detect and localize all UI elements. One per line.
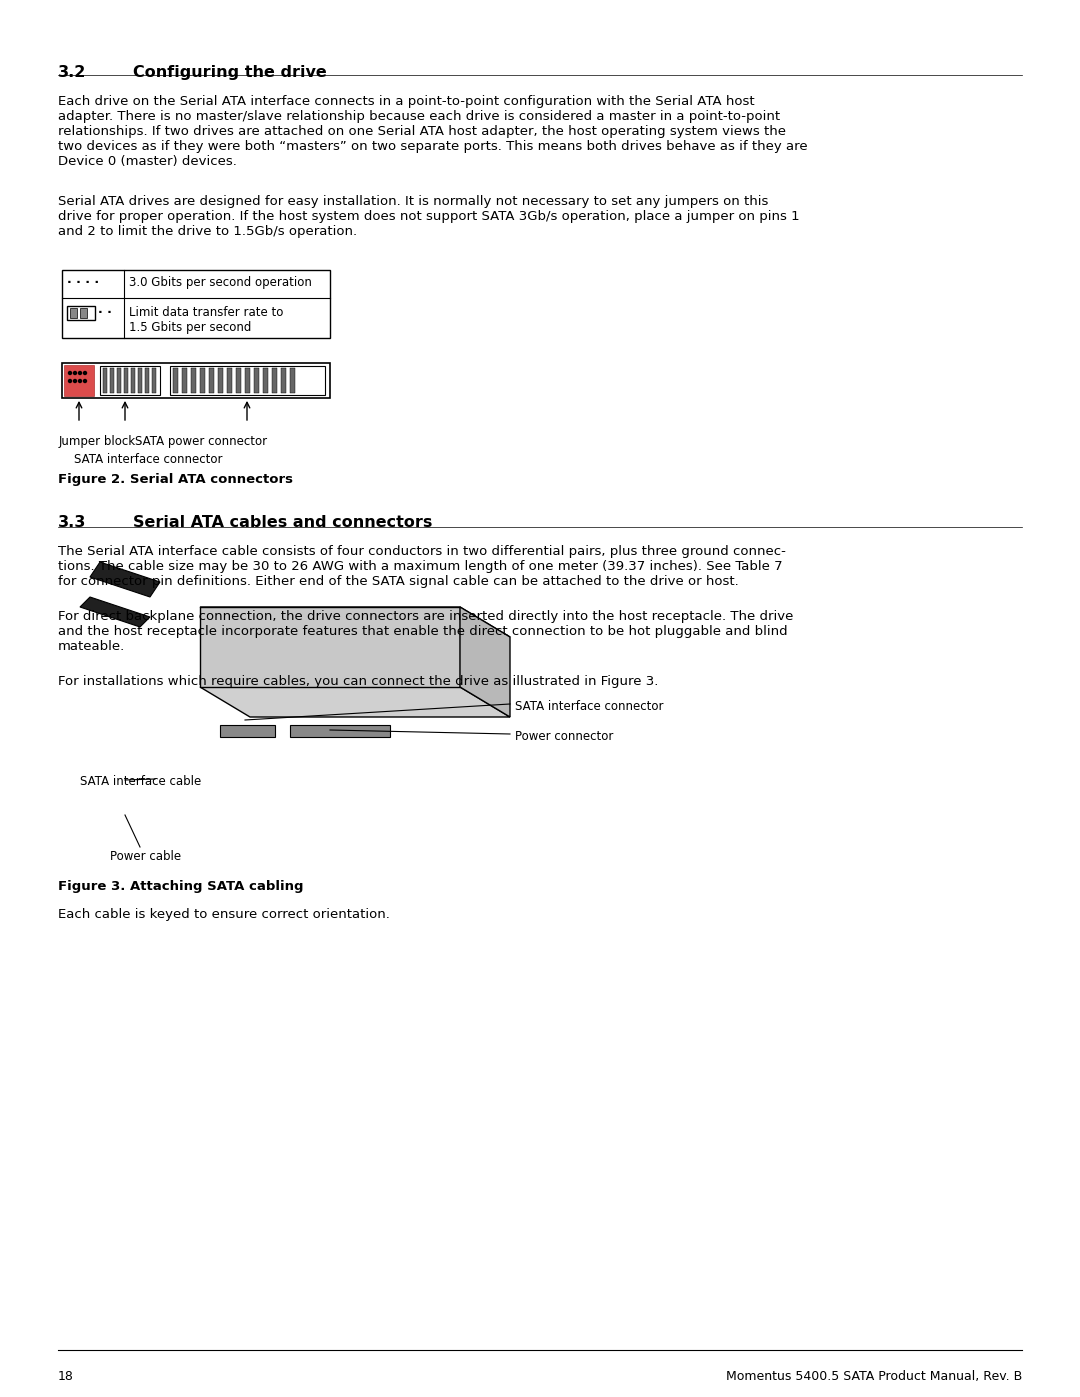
Bar (218, 367, 222, 393)
Text: For installations which require cables, you can connect the drive as illustrated: For installations which require cables, … (58, 675, 659, 687)
Bar (245, 367, 249, 393)
Bar (291, 725, 390, 738)
Bar (100, 366, 160, 395)
Bar (67, 306, 95, 320)
Text: 3.0 Gbits per second operation: 3.0 Gbits per second operation (129, 277, 312, 289)
Circle shape (68, 372, 71, 374)
Circle shape (79, 380, 81, 383)
Text: Power connector: Power connector (515, 731, 613, 743)
Circle shape (79, 372, 81, 374)
Bar (70, 307, 77, 319)
Text: Momentus 5400.5 SATA Product Manual, Rev. B: Momentus 5400.5 SATA Product Manual, Rev… (726, 1370, 1022, 1383)
Polygon shape (200, 608, 460, 687)
Bar (152, 367, 156, 393)
Bar (138, 367, 141, 393)
Text: Limit data transfer rate to
1.5 Gbits per second: Limit data transfer rate to 1.5 Gbits pe… (129, 306, 283, 334)
Text: SATA interface connector: SATA interface connector (75, 453, 222, 467)
Bar (117, 367, 121, 393)
Text: SATA interface cable: SATA interface cable (80, 775, 201, 788)
Text: Power cable: Power cable (110, 849, 181, 863)
Bar (183, 367, 187, 393)
Text: Serial ATA cables and connectors: Serial ATA cables and connectors (133, 515, 432, 529)
Bar (200, 367, 205, 393)
Text: Figure 2. Serial ATA connectors: Figure 2. Serial ATA connectors (58, 474, 293, 486)
Text: · ·: · · (98, 306, 112, 319)
Text: 3.3: 3.3 (58, 515, 86, 529)
Bar (62, 270, 330, 338)
Text: The Serial ATA interface cable consists of four conductors in two differential p: The Serial ATA interface cable consists … (58, 545, 786, 588)
Bar (254, 367, 259, 393)
Bar (272, 367, 276, 393)
Bar (80, 307, 87, 319)
Circle shape (83, 372, 86, 374)
Bar (227, 367, 232, 393)
Text: SATA interface connector: SATA interface connector (515, 700, 663, 712)
Circle shape (73, 372, 77, 374)
Bar (103, 367, 107, 393)
Bar (220, 725, 275, 738)
Bar (110, 367, 114, 393)
Polygon shape (200, 608, 510, 637)
Polygon shape (200, 687, 510, 717)
Text: Each cable is keyed to ensure correct orientation.: Each cable is keyed to ensure correct or… (58, 908, 390, 921)
Bar (62, 363, 330, 398)
Polygon shape (90, 562, 160, 597)
Bar (264, 367, 268, 393)
Text: Figure 3. Attaching SATA cabling: Figure 3. Attaching SATA cabling (58, 880, 303, 893)
Text: · · · ·: · · · · (67, 277, 99, 289)
Text: Serial ATA drives are designed for easy installation. It is normally not necessa: Serial ATA drives are designed for easy … (58, 196, 799, 237)
Bar (145, 367, 149, 393)
Bar (210, 367, 214, 393)
Circle shape (73, 380, 77, 383)
Circle shape (68, 380, 71, 383)
Text: For direct backplane connection, the drive connectors are inserted directly into: For direct backplane connection, the dri… (58, 610, 794, 652)
Text: Jumper block: Jumper block (59, 434, 136, 448)
Circle shape (83, 380, 86, 383)
Text: SATA power connector: SATA power connector (135, 434, 267, 448)
Bar (237, 367, 241, 393)
Bar (191, 367, 195, 393)
Bar (281, 367, 286, 393)
Bar (124, 367, 129, 393)
Bar (173, 367, 178, 393)
Text: 18: 18 (58, 1370, 73, 1383)
Text: Configuring the drive: Configuring the drive (133, 66, 327, 80)
Bar (64, 365, 94, 395)
Bar (131, 367, 135, 393)
Polygon shape (80, 597, 150, 627)
Polygon shape (460, 608, 510, 717)
Bar (170, 366, 325, 395)
Text: Each drive on the Serial ATA interface connects in a point-to-point configuratio: Each drive on the Serial ATA interface c… (58, 95, 808, 168)
Text: 3.2: 3.2 (58, 66, 86, 80)
Bar (291, 367, 295, 393)
